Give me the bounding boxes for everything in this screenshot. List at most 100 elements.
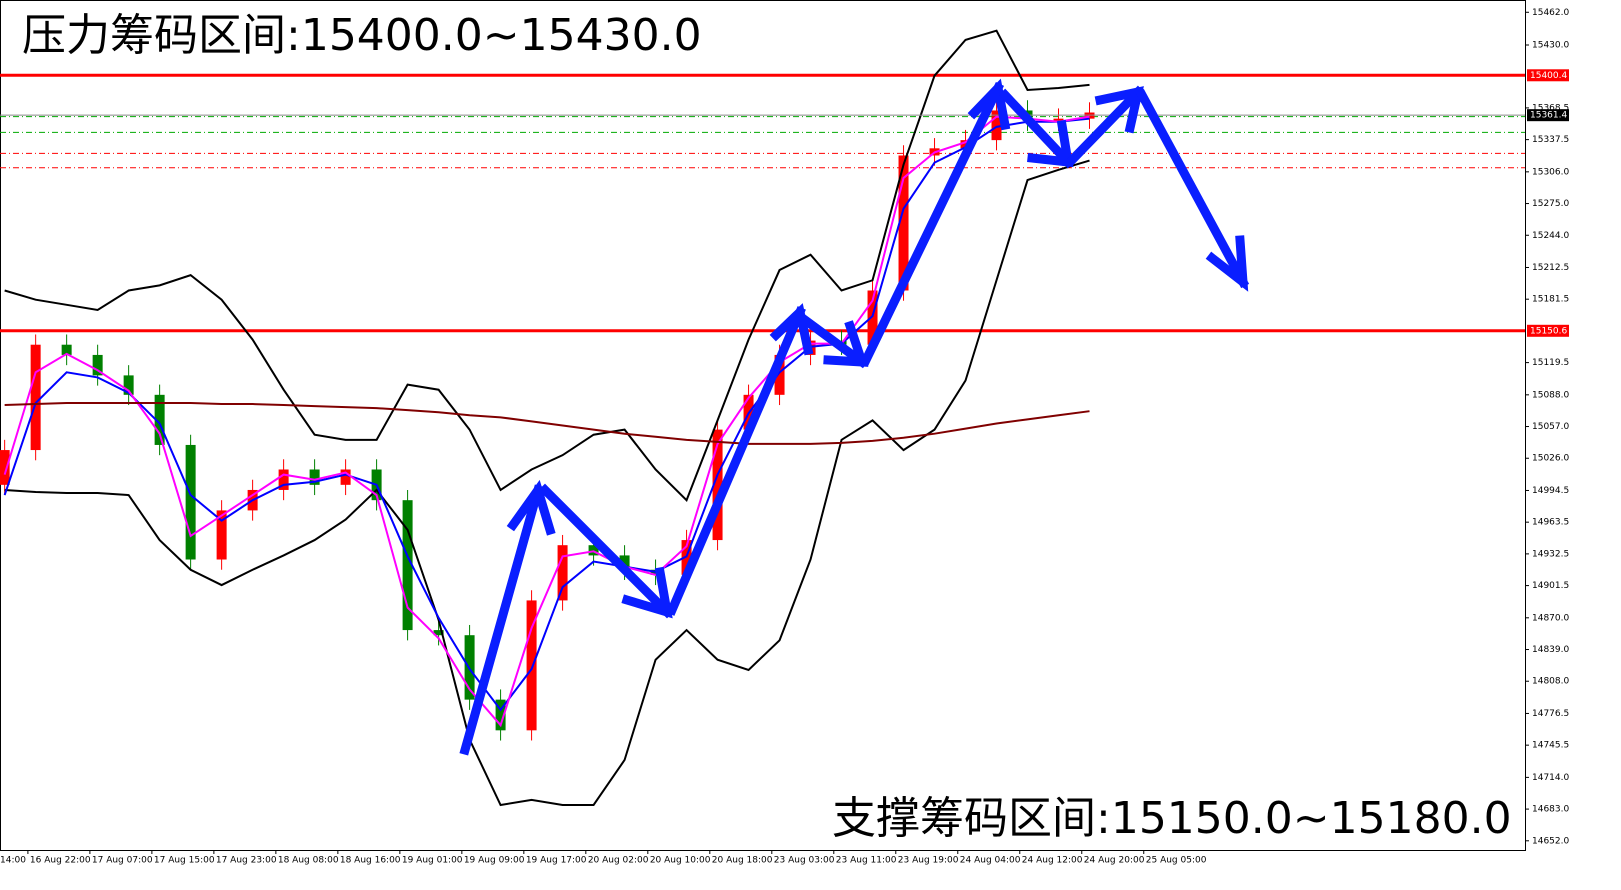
y-tick-label: 15026.0	[1532, 454, 1569, 464]
y-tick-label: 14963.5	[1532, 518, 1569, 528]
y-tick-label: 15244.0	[1532, 231, 1569, 241]
arrow-head	[967, 78, 1011, 131]
candle-body	[30, 344, 41, 451]
arrow	[798, 313, 869, 369]
arrow-head	[506, 479, 556, 536]
indicator-line	[4, 159, 1090, 807]
x-tick-label: 23 Aug 03:00	[774, 856, 835, 866]
level-label-bg	[1527, 324, 1569, 337]
x-tick-label: 14:00	[0, 856, 26, 866]
x-tick-label: 20 Aug 10:00	[650, 856, 711, 866]
y-tick-label: 14994.5	[1532, 486, 1569, 496]
arrow	[459, 484, 544, 756]
indicator-line	[3, 117, 1090, 712]
arrow	[538, 483, 674, 619]
candle-body	[712, 429, 723, 541]
y-tick-label: 15430.0	[1532, 41, 1569, 51]
indicator-line	[4, 29, 1090, 502]
y-tick-label: 15368.5	[1532, 103, 1569, 113]
candle-body	[1053, 118, 1064, 121]
y-tick-label: 15057.0	[1532, 422, 1569, 432]
support-annotation: 支撑筹码区间:15150.0~15180.0	[832, 793, 1512, 844]
level-label: 15150.6	[1530, 326, 1567, 336]
candle-body	[154, 394, 165, 445]
x-tick-label: 17 Aug 23:00	[216, 856, 277, 866]
y-tick-label: 14652.0	[1532, 836, 1569, 846]
arrow-head	[1094, 86, 1144, 134]
y-tick-label: 14714.0	[1532, 773, 1569, 783]
x-tick-label: 24 Aug 12:00	[1022, 856, 1083, 866]
arrow	[859, 81, 1005, 367]
candle-body	[340, 469, 351, 485]
x-tick-label: 20 Aug 18:00	[712, 856, 773, 866]
plot-layer	[0, 29, 1525, 807]
candle-body	[92, 354, 103, 376]
x-tick-label: 25 Aug 05:00	[1146, 856, 1207, 866]
arrow-head	[1205, 235, 1249, 292]
x-tick-label: 24 Aug 20:00	[1084, 856, 1145, 866]
x-tick-label: 24 Aug 04:00	[960, 856, 1021, 866]
indicator-line	[3, 115, 1090, 728]
arrow	[1135, 88, 1250, 289]
arrow	[998, 88, 1075, 169]
plot-frame	[0, 0, 1526, 851]
candle-body	[898, 155, 909, 291]
y-tick-label: 14776.5	[1532, 709, 1569, 719]
candle-body	[185, 444, 196, 560]
y-tick-label: 14932.5	[1532, 549, 1569, 559]
candle-body	[0, 450, 10, 485]
arrow	[666, 306, 806, 616]
x-tick-label: 18 Aug 08:00	[278, 856, 339, 866]
candle-body	[960, 140, 971, 149]
candle-body	[526, 600, 537, 731]
candle-body	[278, 469, 289, 490]
candle-body	[774, 354, 785, 395]
y-tick-label: 14901.5	[1532, 581, 1569, 591]
y-tick-label: 15212.5	[1532, 263, 1569, 273]
candle-body	[867, 290, 878, 345]
y-tick-label: 14683.0	[1532, 805, 1569, 815]
y-tick-label: 15337.5	[1532, 135, 1569, 145]
candle-body	[619, 555, 630, 570]
candle-body	[495, 699, 506, 731]
y-tick-label: 15181.5	[1532, 295, 1569, 305]
candle-body	[309, 469, 320, 485]
y-tick-label: 14870.0	[1532, 613, 1569, 623]
y-tick-label: 15088.0	[1532, 390, 1569, 400]
y-tick-label: 15119.5	[1532, 358, 1569, 368]
candle-body	[61, 344, 72, 355]
arrow	[1065, 85, 1145, 167]
x-tick-label: 19 Aug 01:00	[402, 856, 463, 866]
level-label: 15400.4	[1530, 71, 1567, 81]
x-tick-label: 18 Aug 16:00	[340, 856, 401, 866]
level-label-bg	[1527, 69, 1569, 82]
candle-body	[402, 500, 413, 631]
x-tick-label: 23 Aug 19:00	[898, 856, 959, 866]
x-tick-label: 17 Aug 07:00	[92, 856, 153, 866]
indicator-line	[4, 402, 1090, 445]
x-tick-label: 20 Aug 02:00	[588, 856, 649, 866]
candle-body	[433, 630, 444, 636]
x-tick-label: 23 Aug 11:00	[836, 856, 897, 866]
y-tick-label: 15306.0	[1532, 167, 1569, 177]
y-tick-label: 15275.0	[1532, 199, 1569, 209]
y-tick-label: 14839.0	[1532, 645, 1569, 655]
x-tick-label: 16 Aug 22:00	[30, 856, 91, 866]
y-tick-label: 14808.0	[1532, 677, 1569, 687]
trend-arrows	[459, 78, 1250, 756]
x-tick-label: 19 Aug 17:00	[526, 856, 587, 866]
candle-body	[216, 510, 227, 560]
arrow-head	[769, 303, 814, 356]
y-tick-label: 15462.0	[1532, 8, 1569, 18]
x-tick-label: 17 Aug 15:00	[154, 856, 215, 866]
x-tick-label: 19 Aug 09:00	[464, 856, 525, 866]
current-price-bg	[1527, 109, 1569, 122]
y-tick-label: 14745.5	[1532, 741, 1569, 751]
resistance-annotation: 压力筹码区间:15400.0~15430.0	[22, 10, 702, 61]
candle-body	[123, 375, 134, 395]
candle-body	[991, 110, 1002, 141]
candle-body	[557, 545, 568, 601]
current-price-label: 15361.4	[1530, 111, 1567, 121]
